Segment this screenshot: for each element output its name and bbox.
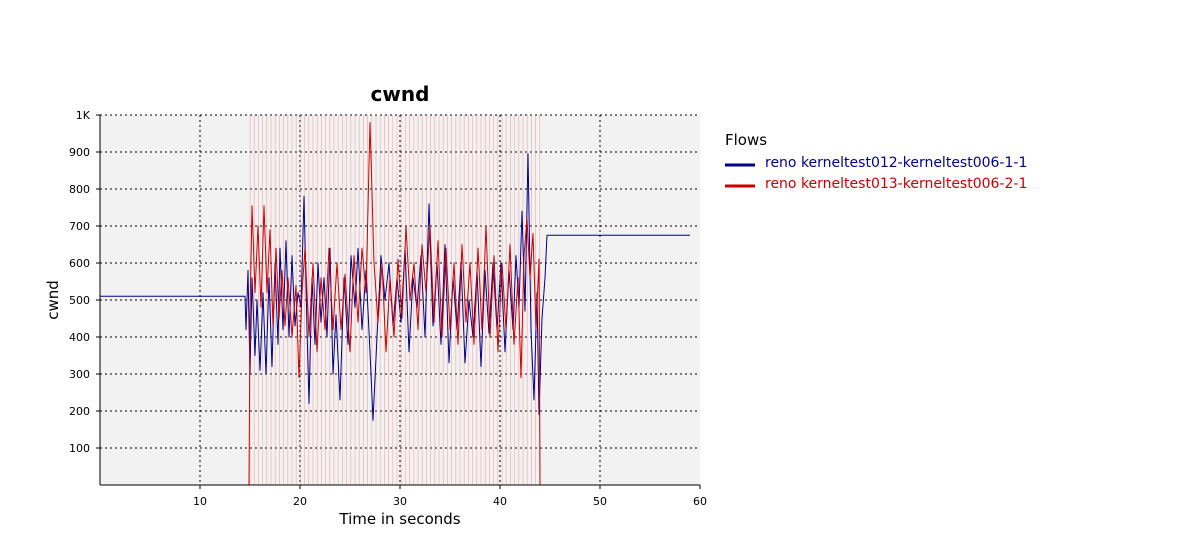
y-tick-label: 300: [69, 368, 90, 381]
x-tick-label: 60: [693, 495, 707, 508]
x-axis-ticks: 10 20 30 40 50 60: [193, 485, 707, 508]
x-tick-label: 30: [393, 495, 407, 508]
y-axis-ticks: 100 200 300 400 500 600 700 800 900 1K: [69, 109, 100, 455]
series-line-2: [100, 121, 541, 486]
x-tick-label: 50: [593, 495, 607, 508]
legend-label: reno kerneltest013-kerneltest006-2-1: [765, 176, 1027, 192]
y-tick-label: 1K: [76, 109, 91, 122]
y-tick-label: 800: [69, 183, 90, 196]
legend-title: Flows: [725, 131, 767, 149]
series-layer: [100, 121, 690, 486]
y-tick-label: 400: [69, 331, 90, 344]
legend-label: reno kerneltest012-kerneltest006-1-1: [765, 155, 1027, 171]
chart-title: cwnd: [371, 82, 430, 106]
legend-items: reno kerneltest012-kerneltest006-1-1 reno…: [725, 155, 1027, 192]
y-tick-label: 200: [69, 405, 90, 418]
y-tick-label: 700: [69, 220, 90, 233]
y-tick-label: 900: [69, 146, 90, 159]
legend: Flows reno kerneltest012-kerneltest006-1…: [725, 131, 1027, 192]
x-tick-label: 40: [493, 495, 507, 508]
y-axis-label: cwnd: [44, 280, 62, 320]
y-tick-label: 100: [69, 442, 90, 455]
y-tick-label: 500: [69, 294, 90, 307]
y-tick-label: 600: [69, 257, 90, 270]
series-line-1: [100, 153, 690, 421]
x-tick-label: 10: [193, 495, 207, 508]
x-axis-label: Time in seconds: [338, 510, 460, 528]
x-tick-label: 20: [293, 495, 307, 508]
